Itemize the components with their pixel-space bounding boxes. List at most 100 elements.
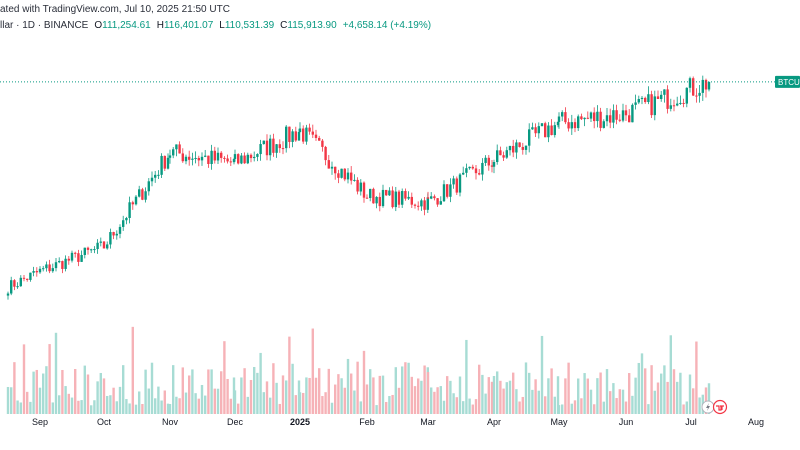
high-label: H [156,20,164,31]
volume-bar [433,391,436,414]
candle-body [609,115,612,123]
volume-bar [262,392,265,414]
volume-bar [644,368,647,414]
volume-bar [609,391,612,414]
volume-bar [462,401,465,414]
volume-bar [330,402,334,414]
candle-body [154,174,157,178]
volume-bar [512,372,515,414]
symbol-info: llar · 1D · BINANCE [0,20,89,31]
candle-body [308,127,311,132]
volume-bar [605,369,609,414]
close-label: C [280,20,288,31]
candle-body [61,261,64,269]
volume-bar [294,395,297,414]
candle-body [115,233,118,236]
candle-body [540,123,544,127]
candle-body [321,140,324,147]
volume-bar [564,378,567,414]
volume-bar [131,326,134,414]
candle-body [631,104,634,123]
candle-body [118,226,122,234]
candle-body [29,272,32,280]
candle-body [564,112,567,123]
candle-body [80,254,83,262]
volume-bar [385,401,388,414]
volume-bar [660,373,663,414]
candle-body [58,261,61,263]
volume-bar [256,372,259,414]
x-tick-dec: Dec [227,417,244,427]
volume-bar [278,403,281,414]
candle-body [528,129,531,146]
candle-body [285,126,288,149]
candle-body [232,158,236,163]
volume-bar [74,369,77,414]
volume-bar [118,386,122,414]
price-tag-background [775,75,800,88]
candle-body [163,155,166,169]
volume-bar [417,378,420,414]
candle-body [602,121,605,128]
volume-bar [96,381,99,414]
candle-body [265,140,269,156]
candle-body [362,182,366,198]
candle-body [531,127,534,130]
candle-body [330,166,334,169]
candle-body [628,115,631,123]
candle-body [210,150,213,164]
candle-body [269,138,272,156]
volume-bar [391,394,394,414]
lightning-icon[interactable] [701,400,715,414]
volume-bar [305,377,308,414]
candle-body [420,200,423,207]
candle-body [593,112,596,122]
candle-body [618,119,621,121]
volume-bar [48,344,51,414]
candle-body [385,189,388,196]
candle-body [178,144,181,154]
x-tick-feb: Feb [359,417,375,427]
volume-bar [647,404,650,414]
candle-body [147,181,150,192]
candle-body [490,165,494,167]
volume-bar [259,352,262,414]
x-tick-aug: Aug [748,417,764,427]
volume-bar [624,401,628,414]
volume-bar [298,392,302,414]
candle-body [337,173,340,178]
volume-bar [154,398,157,414]
volume-bar [138,391,141,414]
volume-bar [168,404,172,414]
tradingview-logo-icon[interactable] [712,399,728,415]
volume-bar [61,369,64,414]
candle-body [656,96,660,99]
candle-body [365,197,369,199]
candle-body [168,155,172,158]
volume-bar [321,396,324,414]
volume-bar [540,335,544,414]
candle-body [605,115,609,122]
candle-body [698,92,701,96]
volume-bar [42,373,45,414]
candle-body [458,174,462,193]
candle-body [340,168,343,178]
candle-body [38,268,42,273]
candle-body [518,142,521,147]
candle-body [128,202,131,218]
candle-body [150,177,154,182]
volume-bar [122,365,125,414]
volume-bar [490,381,494,414]
candle-body [157,174,160,176]
volume-bar [26,391,29,414]
candle-body [484,157,487,163]
candle-body [256,154,259,157]
volume-bar [508,380,512,414]
volume-bar [29,401,32,414]
volume-bar [147,388,150,414]
candle-body [77,253,80,262]
volume-bar [586,378,589,414]
candle-body [433,196,436,199]
